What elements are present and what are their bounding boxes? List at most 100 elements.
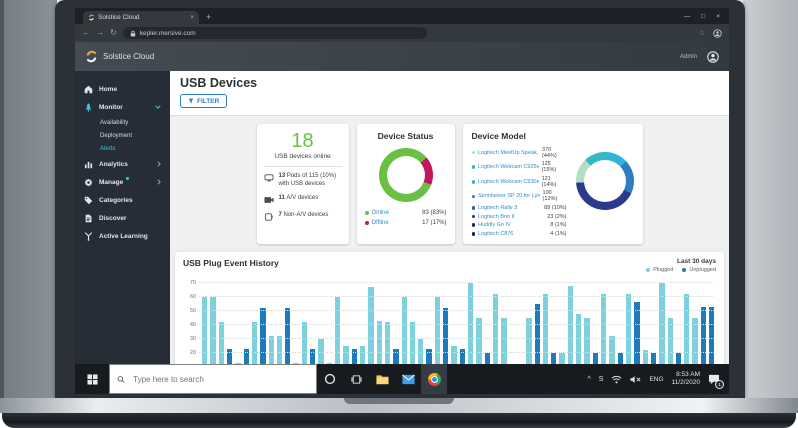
display-icon xyxy=(264,174,274,183)
summary-row: 11 A/V devices xyxy=(263,195,342,205)
bar-plugged xyxy=(492,293,499,381)
cortana-button[interactable] xyxy=(317,364,343,394)
history-range-label: Last 30 days xyxy=(676,257,716,265)
sidebar-item-label: Analytics xyxy=(99,160,128,168)
bar-plugged xyxy=(625,293,632,381)
legend-label-huddly-go-iv[interactable]: Huddly Go IV xyxy=(478,222,511,229)
gridline xyxy=(199,351,714,353)
sidebar-item-discover[interactable]: Discover xyxy=(75,209,170,227)
bar-plugged xyxy=(476,317,482,381)
window-controls: — □ × xyxy=(675,13,729,20)
legend-label-online[interactable]: Online xyxy=(371,210,389,216)
legend-dot xyxy=(471,165,475,169)
filter-button[interactable]: FILTER xyxy=(180,94,228,108)
sidebar-item-label: Categories xyxy=(99,196,133,204)
file-explorer-button[interactable] xyxy=(369,364,395,394)
legend-row: Offline 17 (17%) xyxy=(364,219,447,226)
gridline xyxy=(199,295,714,297)
bar-plugged xyxy=(210,296,216,381)
legend-row: Logitech Webcam C925e 125 (15%) xyxy=(471,161,567,173)
filter-button-label: FILTER xyxy=(197,97,220,105)
solstice-tray-icon[interactable]: S xyxy=(598,375,604,383)
legend-value: 8 (1%) xyxy=(550,222,567,229)
minimize-button[interactable]: — xyxy=(683,12,691,20)
legend-row: Online 83 (83%) xyxy=(364,210,447,216)
browser-profile-icon[interactable] xyxy=(713,28,722,38)
taskbar-search[interactable] xyxy=(109,364,317,394)
back-button[interactable]: ← xyxy=(82,28,90,37)
summary-row: 13 Pods of 115 (10%) with USB devices xyxy=(264,173,342,189)
bar-plugged xyxy=(659,282,665,381)
address-bar[interactable]: kepler.mersive.com xyxy=(122,27,427,39)
volume-muted-icon[interactable] xyxy=(630,375,641,384)
bar-plugged xyxy=(301,321,308,381)
legend-label-logitech-webcam-c930e[interactable]: Logitech Webcam C930e xyxy=(478,178,539,185)
bookmark-star-icon[interactable]: ☆ xyxy=(698,30,705,37)
bar-plugged xyxy=(526,317,532,381)
sidebar-item-analytics[interactable]: Analytics xyxy=(75,155,170,173)
taskbar-clock[interactable]: 8:53 AM 11/2/2020 xyxy=(672,371,700,388)
bar-plugged xyxy=(384,321,391,381)
document-icon xyxy=(84,214,93,223)
legend-label-logitech-rally-3[interactable]: Logitech Rally 3 xyxy=(478,204,518,211)
chrome-button[interactable] xyxy=(421,364,447,394)
new-tab-button[interactable]: + xyxy=(206,12,212,22)
sidebar-subitem-deployment[interactable]: Deployment xyxy=(100,132,133,139)
brand-name: Solstice Cloud xyxy=(103,52,155,61)
camera-icon xyxy=(263,196,274,205)
rocket-icon xyxy=(84,102,93,112)
laptop-left-edge xyxy=(0,0,57,400)
clock-time: 8:53 AM xyxy=(676,370,700,378)
legend-label-logitech-c876[interactable]: Logitech C876 xyxy=(478,230,514,237)
page-header: USB Devices FILTER xyxy=(170,71,729,116)
history-legend-label: Plugged xyxy=(653,266,674,273)
summary-row-text: 11 A/V devices xyxy=(278,195,319,202)
start-button[interactable] xyxy=(75,364,109,394)
legend-label-logitech-webcam-c925e[interactable]: Logitech Webcam C925e xyxy=(478,164,539,171)
wishbone-icon xyxy=(84,231,93,241)
maximize-button[interactable]: □ xyxy=(701,12,706,20)
task-view-button[interactable] xyxy=(343,364,369,394)
sidebar-item-active-learning[interactable]: Active Learning xyxy=(75,227,170,245)
bar-plugged xyxy=(276,335,283,381)
language-indicator[interactable]: ENG xyxy=(649,375,664,383)
sidebar-item-manage[interactable]: Manage xyxy=(75,173,170,191)
bar-plugged xyxy=(451,345,457,381)
legend-label-sennheiser-sp-20-for-lync[interactable]: Sennheiser SP 20 for Lync xyxy=(478,193,540,200)
wifi-icon[interactable] xyxy=(611,375,622,384)
bar-plugged xyxy=(202,296,208,381)
chevron-down-icon xyxy=(155,105,161,109)
sidebar-item-categories[interactable]: Categories xyxy=(75,191,170,209)
bar-plugged xyxy=(601,293,607,381)
device-icon xyxy=(264,212,274,222)
usb-summary-card: 18 USB devices online 13 Pods of 115 (10… xyxy=(256,124,349,244)
sidebar-item-home[interactable]: Home xyxy=(75,80,170,98)
sidebar-subitem-availability[interactable]: Availability xyxy=(100,119,129,126)
y-axis-label: 70 xyxy=(189,279,196,286)
search-input[interactable] xyxy=(131,373,309,385)
legend-row: Logitech Webcam C930e 121 (14%) xyxy=(471,176,567,188)
forward-button[interactable]: → xyxy=(96,28,104,37)
bar-plugged xyxy=(434,296,441,381)
bar-plugged xyxy=(542,293,549,381)
action-center-button[interactable]: 1 xyxy=(708,374,724,389)
sidebar-item-monitor[interactable]: Monitor xyxy=(75,98,170,116)
sidebar-item-label: Monitor xyxy=(99,103,123,111)
legend-row: Logitech Rally 3 89 (10%) xyxy=(471,204,567,211)
legend-dot xyxy=(471,194,475,199)
clock-date: 11/2/2020 xyxy=(671,379,700,386)
screen: Solstice Cloud × + — □ × ← → ↻ kepler.me… xyxy=(75,8,729,394)
user-avatar[interactable] xyxy=(707,50,719,63)
legend-label-logitech-meetup-speak[interactable]: Logitech MeetUp Speak... xyxy=(478,149,540,156)
mail-button[interactable] xyxy=(395,364,421,394)
close-button[interactable]: × xyxy=(716,12,720,20)
reload-button[interactable]: ↻ xyxy=(110,28,117,37)
tab-close-icon[interactable]: × xyxy=(190,14,194,21)
legend-dot xyxy=(471,206,475,210)
tray-expand-chevron[interactable]: ^ xyxy=(587,375,591,383)
history-legend: Plugged Unplugged xyxy=(646,267,716,273)
browser-tab[interactable]: Solstice Cloud × xyxy=(83,11,199,24)
legend-label-logitech-brio-ii[interactable]: Logitech Brio II xyxy=(478,213,515,220)
legend-label-offline[interactable]: Offline xyxy=(371,219,389,226)
sidebar-subitem-alerts[interactable]: Alerts xyxy=(100,145,116,152)
